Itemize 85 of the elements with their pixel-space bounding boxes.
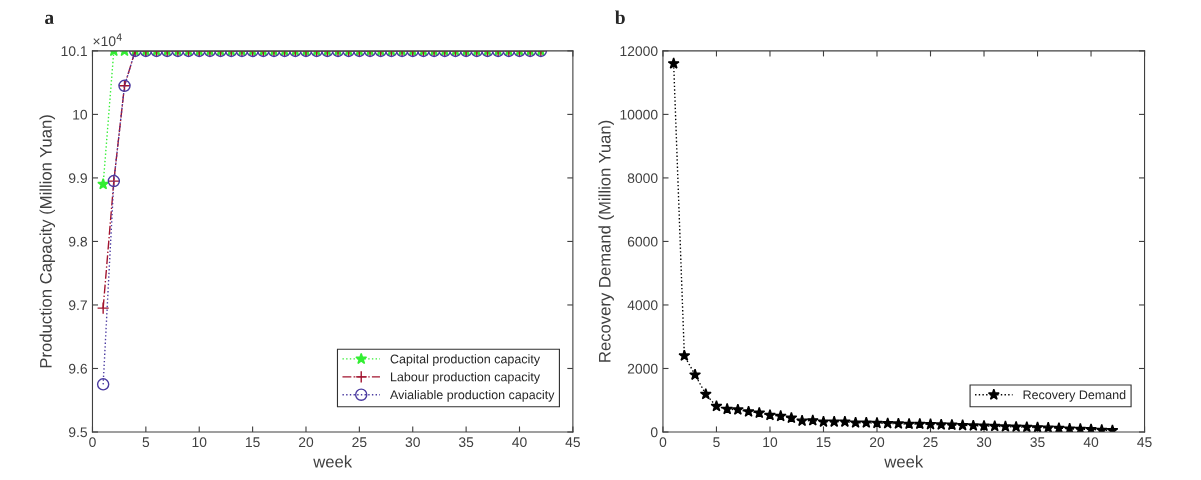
point bbox=[913, 417, 926, 430]
y-tick-label: 0 bbox=[650, 427, 658, 438]
point bbox=[817, 415, 830, 428]
point bbox=[96, 378, 110, 391]
point bbox=[796, 414, 809, 427]
x-tick-label: 25 bbox=[923, 437, 938, 448]
legend-label: Labour production capacity bbox=[391, 372, 541, 384]
point bbox=[924, 418, 937, 430]
point bbox=[1052, 421, 1065, 432]
x-tick-label: 15 bbox=[816, 437, 831, 448]
y-tick-label: 8000 bbox=[627, 173, 658, 184]
x-tick-label: 20 bbox=[298, 437, 314, 448]
point bbox=[667, 57, 680, 69]
y-tick-label: 12000 bbox=[620, 46, 658, 57]
x-axis-title: week bbox=[313, 455, 353, 468]
x-tick-label: 45 bbox=[1137, 437, 1152, 448]
point bbox=[97, 178, 110, 190]
point bbox=[967, 419, 980, 431]
point bbox=[1063, 422, 1076, 432]
y-tick-label: 4000 bbox=[627, 300, 658, 311]
point bbox=[689, 368, 702, 381]
x-tick-label: 10 bbox=[763, 437, 778, 448]
point bbox=[699, 387, 712, 400]
point bbox=[742, 405, 755, 417]
point bbox=[806, 414, 819, 426]
chart-title: a bbox=[45, 14, 54, 25]
point bbox=[1031, 421, 1044, 432]
point bbox=[838, 415, 851, 428]
x-tick-label: 25 bbox=[352, 437, 367, 448]
point bbox=[849, 416, 862, 428]
legend-label: Recovery Demand bbox=[1023, 390, 1126, 402]
point bbox=[999, 420, 1012, 432]
x-tick-label: 40 bbox=[512, 437, 527, 448]
y-tick-label: 2000 bbox=[627, 363, 658, 374]
point bbox=[935, 418, 948, 430]
y-tick-label: 10.1 bbox=[61, 46, 87, 57]
point bbox=[785, 411, 798, 424]
point bbox=[828, 415, 841, 428]
x-axis-title: week bbox=[884, 455, 924, 468]
y-tick-label: 6000 bbox=[627, 236, 658, 247]
y-tick-label: 9.9 bbox=[68, 173, 87, 184]
x-tick-label: 35 bbox=[1030, 437, 1045, 448]
x-tick-label: 40 bbox=[1083, 437, 1099, 448]
point bbox=[871, 416, 883, 429]
point bbox=[956, 419, 969, 431]
legend-label: Capital production capacity bbox=[390, 354, 541, 366]
point bbox=[731, 403, 744, 415]
text: ×10$^{4}$ bbox=[93, 33, 122, 47]
point bbox=[860, 416, 873, 428]
y-tick-label: 9.6 bbox=[68, 363, 88, 374]
point bbox=[988, 420, 1001, 432]
point bbox=[892, 417, 905, 429]
x-tick-label: 10 bbox=[192, 437, 207, 448]
point bbox=[903, 417, 916, 430]
point bbox=[881, 417, 894, 429]
y-tick-label: 9.7 bbox=[68, 300, 87, 311]
y-tick-label: 9.8 bbox=[68, 236, 88, 247]
x-tick-label: 20 bbox=[869, 437, 885, 448]
point bbox=[1020, 420, 1033, 432]
y-tick-label: 10000 bbox=[620, 109, 658, 120]
x-tick-label: 0 bbox=[89, 437, 96, 448]
point bbox=[753, 406, 766, 419]
x-tick-label: 15 bbox=[245, 437, 260, 448]
point bbox=[96, 301, 110, 315]
x-tick-label: 0 bbox=[659, 437, 667, 448]
point bbox=[710, 400, 723, 412]
point bbox=[763, 408, 776, 421]
point bbox=[721, 402, 734, 415]
x-tick-label: 45 bbox=[565, 437, 581, 448]
x-tick-label: 5 bbox=[142, 437, 150, 448]
y-axis-title: Recovery Demand (Million Yuan) bbox=[598, 120, 614, 362]
x-tick-label: 5 bbox=[713, 437, 720, 448]
point bbox=[945, 418, 958, 431]
legend-label: Avialiable production capacity bbox=[390, 390, 555, 402]
y-tick-label: 10 bbox=[73, 109, 88, 120]
point bbox=[678, 349, 691, 361]
point bbox=[774, 409, 787, 422]
x-tick-label: 30 bbox=[976, 437, 992, 448]
x-tick-label: 30 bbox=[405, 437, 420, 448]
x-tick-label: 35 bbox=[458, 437, 474, 448]
point bbox=[978, 419, 990, 432]
y-axis-title: Production Capacity (Million Yuan) bbox=[39, 115, 56, 368]
chart-title: b bbox=[615, 10, 625, 25]
y-tick-label: 9.5 bbox=[68, 427, 88, 438]
point bbox=[1042, 421, 1055, 432]
